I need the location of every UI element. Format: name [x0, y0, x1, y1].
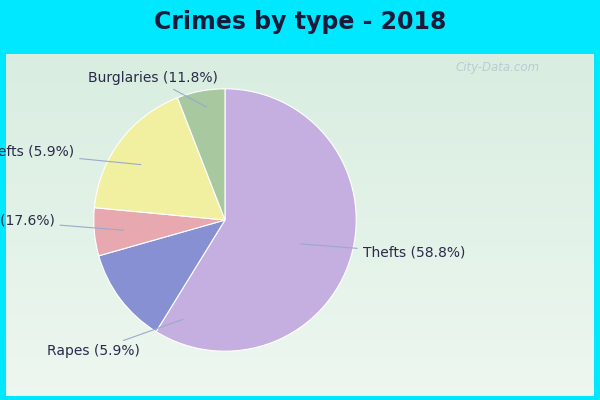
Text: City-Data.com: City-Data.com — [456, 62, 540, 74]
Text: Auto thefts (5.9%): Auto thefts (5.9%) — [0, 145, 141, 165]
Wedge shape — [178, 89, 225, 220]
Text: Rapes (5.9%): Rapes (5.9%) — [47, 319, 183, 358]
Wedge shape — [99, 220, 225, 332]
Text: Burglaries (11.8%): Burglaries (11.8%) — [88, 71, 218, 107]
Text: Crimes by type - 2018: Crimes by type - 2018 — [154, 10, 446, 34]
Wedge shape — [94, 98, 225, 220]
FancyBboxPatch shape — [6, 54, 594, 396]
Text: Thefts (58.8%): Thefts (58.8%) — [300, 244, 465, 260]
Wedge shape — [156, 89, 356, 351]
Wedge shape — [94, 208, 225, 256]
Text: Assaults (17.6%): Assaults (17.6%) — [0, 213, 124, 230]
